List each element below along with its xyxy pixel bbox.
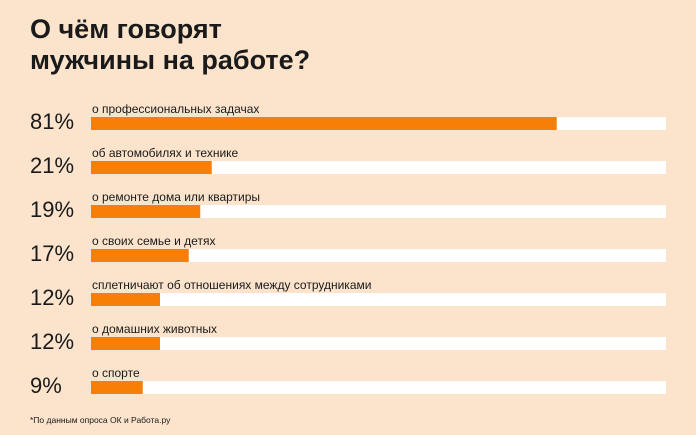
category-label: о спорте bbox=[92, 366, 140, 380]
value-label: 9% bbox=[30, 373, 62, 398]
value-label: 21% bbox=[30, 153, 74, 178]
category-label: сплетничают об отношениях между сотрудни… bbox=[92, 278, 371, 292]
source-footnote: *По данным опроса ОК и Работа.ру bbox=[30, 415, 171, 425]
category-label: об автомобилях и технике bbox=[92, 146, 239, 160]
bar-track bbox=[91, 381, 666, 394]
bar-track bbox=[91, 337, 666, 350]
bar bbox=[91, 381, 143, 394]
bar bbox=[91, 117, 557, 130]
value-label: 17% bbox=[30, 241, 74, 266]
bar bbox=[91, 161, 212, 174]
value-label: 19% bbox=[30, 197, 74, 222]
category-label: о своих семье и детях bbox=[92, 234, 215, 248]
bar bbox=[91, 249, 189, 262]
category-label: о ремонте дома или квартиры bbox=[92, 190, 260, 204]
category-label: о профессиональных задачах bbox=[92, 102, 259, 116]
bar bbox=[91, 293, 160, 306]
chart-title: О чём говорят мужчины на работе? bbox=[30, 14, 450, 76]
bar-track bbox=[91, 249, 666, 262]
category-label: о домашних животных bbox=[92, 322, 217, 336]
title-line-2: мужчины на работе? bbox=[30, 45, 311, 75]
value-label: 12% bbox=[30, 329, 74, 354]
bar bbox=[91, 205, 201, 218]
bar bbox=[91, 337, 160, 350]
bar-track bbox=[91, 161, 666, 174]
value-label: 81% bbox=[30, 109, 74, 134]
bar-track bbox=[91, 205, 666, 218]
bar-track bbox=[91, 293, 666, 306]
title-line-1: О чём говорят bbox=[30, 14, 222, 44]
value-label: 12% bbox=[30, 285, 74, 310]
